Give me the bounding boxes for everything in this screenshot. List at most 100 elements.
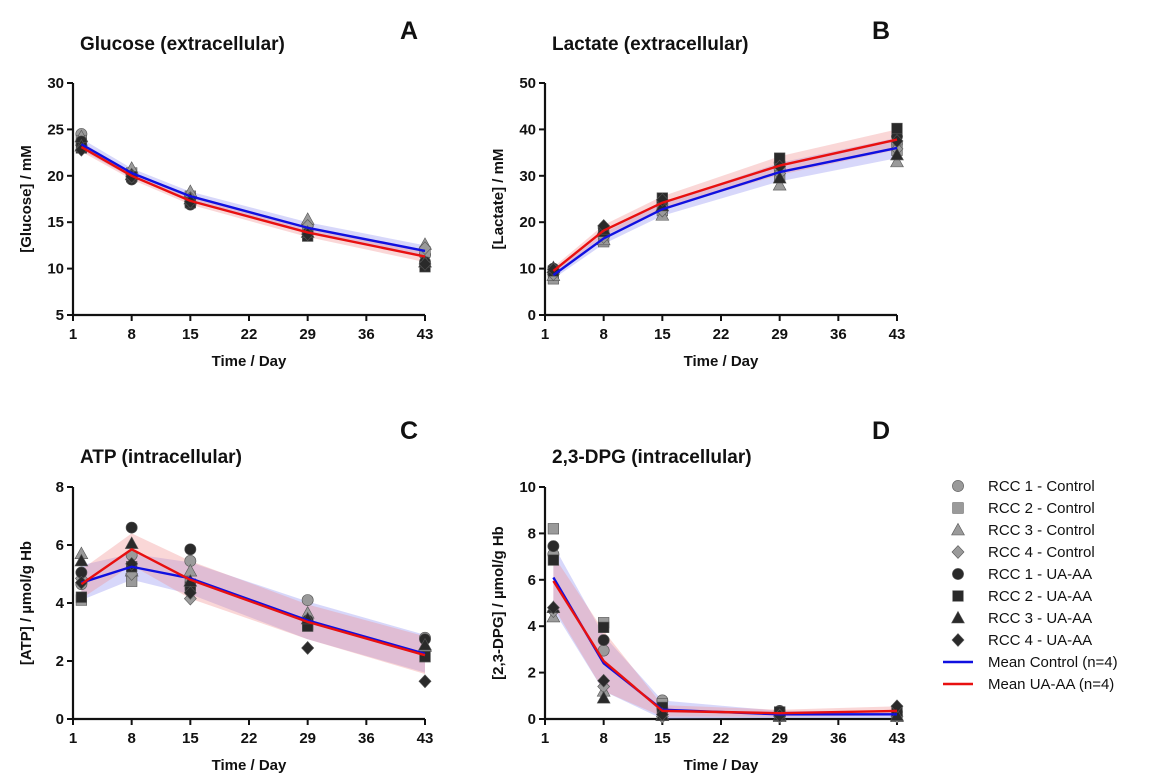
data-point-rcc-4-ua-aa	[183, 586, 197, 600]
y-tick-label: 8	[528, 525, 536, 542]
x-tick-label: 22	[241, 326, 258, 343]
x-tick-label: 22	[713, 326, 730, 343]
confidence-band-mean-control-n-4	[81, 138, 425, 257]
legend-label: RCC 3 - Control	[988, 522, 1095, 539]
panel-d: 2,3-DPG (intracellular) D 0 2 4 6 8 10 1 8 15 22 29 3…	[490, 417, 905, 774]
data-point-rcc-2-ua-aa	[419, 651, 431, 663]
confidence-band-mean-control-n-4	[553, 137, 897, 279]
data-point-rcc-4-ua-aa	[890, 699, 904, 714]
x-tick-label: 22	[241, 730, 258, 747]
legend-label: Mean UA-AA (n=4)	[988, 676, 1114, 693]
legend-circle-icon	[952, 480, 964, 492]
x-tick-label: 15	[182, 326, 199, 343]
data-point-rcc-2-control	[547, 523, 559, 535]
legend-item-rcc-3-control: RCC 3 - Control	[951, 522, 1095, 539]
legend-square-icon	[952, 590, 964, 602]
data-point-rcc-4-ua-aa	[546, 600, 560, 615]
data-point-rcc-2-ua-aa	[75, 591, 87, 603]
confidence-band-mean-control-n-4	[553, 545, 897, 719]
mean-line-mean-control-n-4	[552, 146, 898, 277]
x-axis-label: Time / Day	[684, 757, 759, 774]
y-axis-label: [Lactate] / mM	[490, 149, 507, 250]
x-axis-label: Time / Day	[212, 353, 287, 370]
panel-title: 2,3-DPG (intracellular)	[552, 447, 752, 468]
x-axis-label: Time / Day	[212, 757, 287, 774]
panel-title: ATP (intracellular)	[80, 447, 242, 468]
legend-item-rcc-2-control: RCC 2 - Control	[952, 500, 1095, 517]
x-tick-label: 29	[771, 326, 788, 343]
x-tick-label: 43	[889, 730, 906, 747]
data-point-rcc-3-control	[890, 154, 904, 168]
x-tick-label: 36	[830, 326, 847, 343]
x-tick-label: 36	[358, 730, 375, 747]
panel-letter: D	[872, 417, 890, 445]
x-tick-label: 8	[599, 730, 607, 747]
data-point-rcc-2-ua-aa	[547, 554, 559, 566]
data-point-rcc-1-ua-aa	[597, 634, 610, 647]
legend-item-rcc-4-control: RCC 4 - Control	[951, 544, 1095, 561]
data-point-rcc-4-ua-aa	[597, 673, 611, 688]
mean-line-mean-ua-aa-n-4	[80, 548, 426, 657]
legend-label: RCC 3 - UA-AA	[988, 610, 1092, 627]
x-tick-label: 8	[127, 326, 135, 343]
x-tick-label: 43	[417, 326, 434, 343]
y-tick-label: 25	[47, 121, 64, 138]
y-tick-label: 10	[519, 261, 536, 278]
legend-item-rcc-4-ua-aa: RCC 4 - UA-AA	[951, 632, 1092, 649]
data-point-rcc-3-ua-aa	[418, 637, 432, 651]
y-tick-label: 4	[56, 595, 65, 612]
legend-item-rcc-1-control: RCC 1 - Control	[952, 478, 1095, 495]
legend-label: RCC 1 - Control	[988, 478, 1095, 495]
data-point-rcc-1-control	[301, 594, 314, 606]
panel-letter: B	[872, 17, 890, 45]
data-point-rcc-4-ua-aa	[655, 193, 669, 207]
y-tick-label: 0	[56, 711, 64, 728]
y-tick-label: 30	[47, 75, 64, 92]
x-tick-label: 8	[127, 730, 135, 747]
y-tick-label: 4	[528, 618, 537, 635]
legend-diamond-icon	[951, 545, 965, 559]
data-point-rcc-1-ua-aa	[184, 543, 197, 556]
x-tick-label: 1	[69, 326, 77, 343]
y-tick-label: 6	[56, 537, 64, 554]
x-tick-label: 15	[654, 730, 671, 747]
panel-letter: C	[400, 417, 418, 445]
y-tick-label: 8	[56, 479, 64, 496]
legend-label: RCC 4 - Control	[988, 544, 1095, 561]
data-point-rcc-2-ua-aa	[891, 122, 903, 135]
panel-a: Glucose (extracellular) A 5 10 15 20 25 30 1 8 15 2…	[18, 17, 433, 370]
legend-item-mean-control-n-4: Mean Control (n=4)	[943, 654, 1118, 671]
legend-label: RCC 2 - UA-AA	[988, 588, 1092, 605]
data-point-rcc-3-ua-aa	[890, 147, 904, 161]
mean-line-mean-ua-aa-n-4	[80, 145, 426, 258]
y-tick-label: 10	[47, 261, 64, 278]
x-tick-label: 29	[299, 326, 316, 343]
panel-letter: A	[400, 17, 418, 45]
y-tick-label: 2	[528, 665, 536, 682]
data-point-rcc-3-ua-aa	[772, 170, 787, 184]
y-tick-label: 50	[519, 75, 536, 92]
legend-label: RCC 1 - UA-AA	[988, 566, 1092, 583]
x-tick-label: 29	[771, 730, 788, 747]
data-point-rcc-1-ua-aa	[125, 521, 138, 534]
legend-label: RCC 2 - Control	[988, 500, 1095, 517]
y-tick-label: 0	[528, 711, 536, 728]
panel-title: Glucose (extracellular)	[80, 34, 285, 55]
data-point-rcc-4-ua-aa	[301, 641, 315, 655]
legend-triangle-icon	[951, 522, 965, 536]
y-axis-label: [ATP] / µmol/g Hb	[18, 541, 35, 665]
x-tick-label: 15	[654, 326, 671, 343]
panel-title: Lactate (extracellular)	[552, 34, 748, 55]
y-tick-label: 20	[519, 214, 536, 231]
legend-label: RCC 4 - UA-AA	[988, 632, 1092, 649]
legend-item-mean-ua-aa-n-4: Mean UA-AA (n=4)	[943, 676, 1114, 693]
x-tick-label: 1	[541, 326, 549, 343]
y-tick-label: 30	[519, 168, 536, 185]
legend-triangle-icon	[951, 610, 965, 624]
legend-diamond-icon	[951, 633, 965, 647]
x-axis-label: Time / Day	[684, 353, 759, 370]
x-tick-label: 43	[417, 730, 434, 747]
data-point-rcc-4-ua-aa	[890, 134, 904, 148]
mean-line-mean-ua-aa-n-4	[552, 138, 898, 272]
y-axis-label: [2,3-DPG] / µmol/g Hb	[490, 526, 507, 680]
